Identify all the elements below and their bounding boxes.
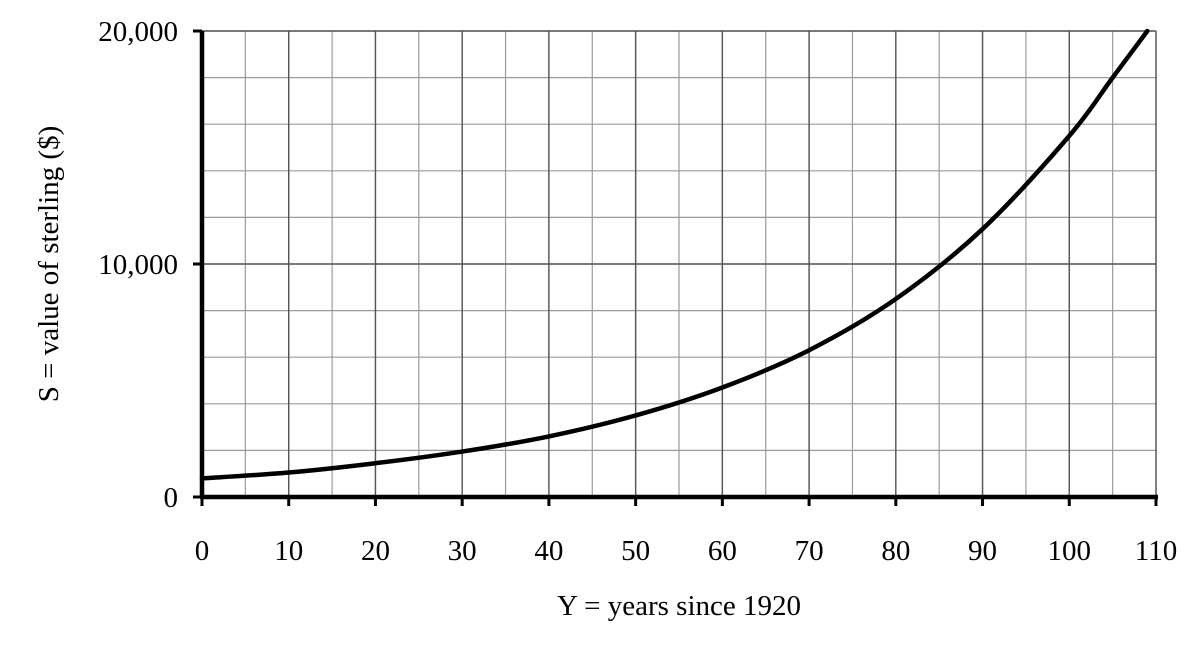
x-tick-label: 0 — [195, 535, 210, 567]
y-tick-label: 10,000 — [98, 249, 178, 281]
x-tick-label: 50 — [621, 535, 650, 567]
x-tick-label: 80 — [881, 535, 910, 567]
x-tick-label: 30 — [448, 535, 477, 567]
x-tick-label: 90 — [968, 535, 997, 567]
x-tick-label: 20 — [361, 535, 390, 567]
x-tick-label: 60 — [708, 535, 737, 567]
x-tick-label: 70 — [795, 535, 824, 567]
x-axis-title: Y = years since 1920 — [557, 590, 801, 622]
y-tick-label: 0 — [164, 482, 179, 514]
x-tick-label: 110 — [1135, 535, 1177, 567]
x-tick-label: 40 — [534, 535, 563, 567]
series-layer — [199, 28, 1150, 481]
x-tick-label: 10 — [274, 535, 303, 567]
x-tick-labels: 0 10 20 30 40 50 60 70 80 90 100 110 — [195, 535, 1177, 567]
y-tick-label: 20,000 — [98, 16, 178, 48]
x-tick-label: 100 — [1048, 535, 1092, 567]
axes — [193, 29, 1158, 506]
series-line-0 — [199, 28, 1150, 481]
y-axis-title: S = value of sterling ($) — [33, 126, 65, 403]
y-tick-labels: 0 10,000 20,000 — [98, 16, 178, 514]
